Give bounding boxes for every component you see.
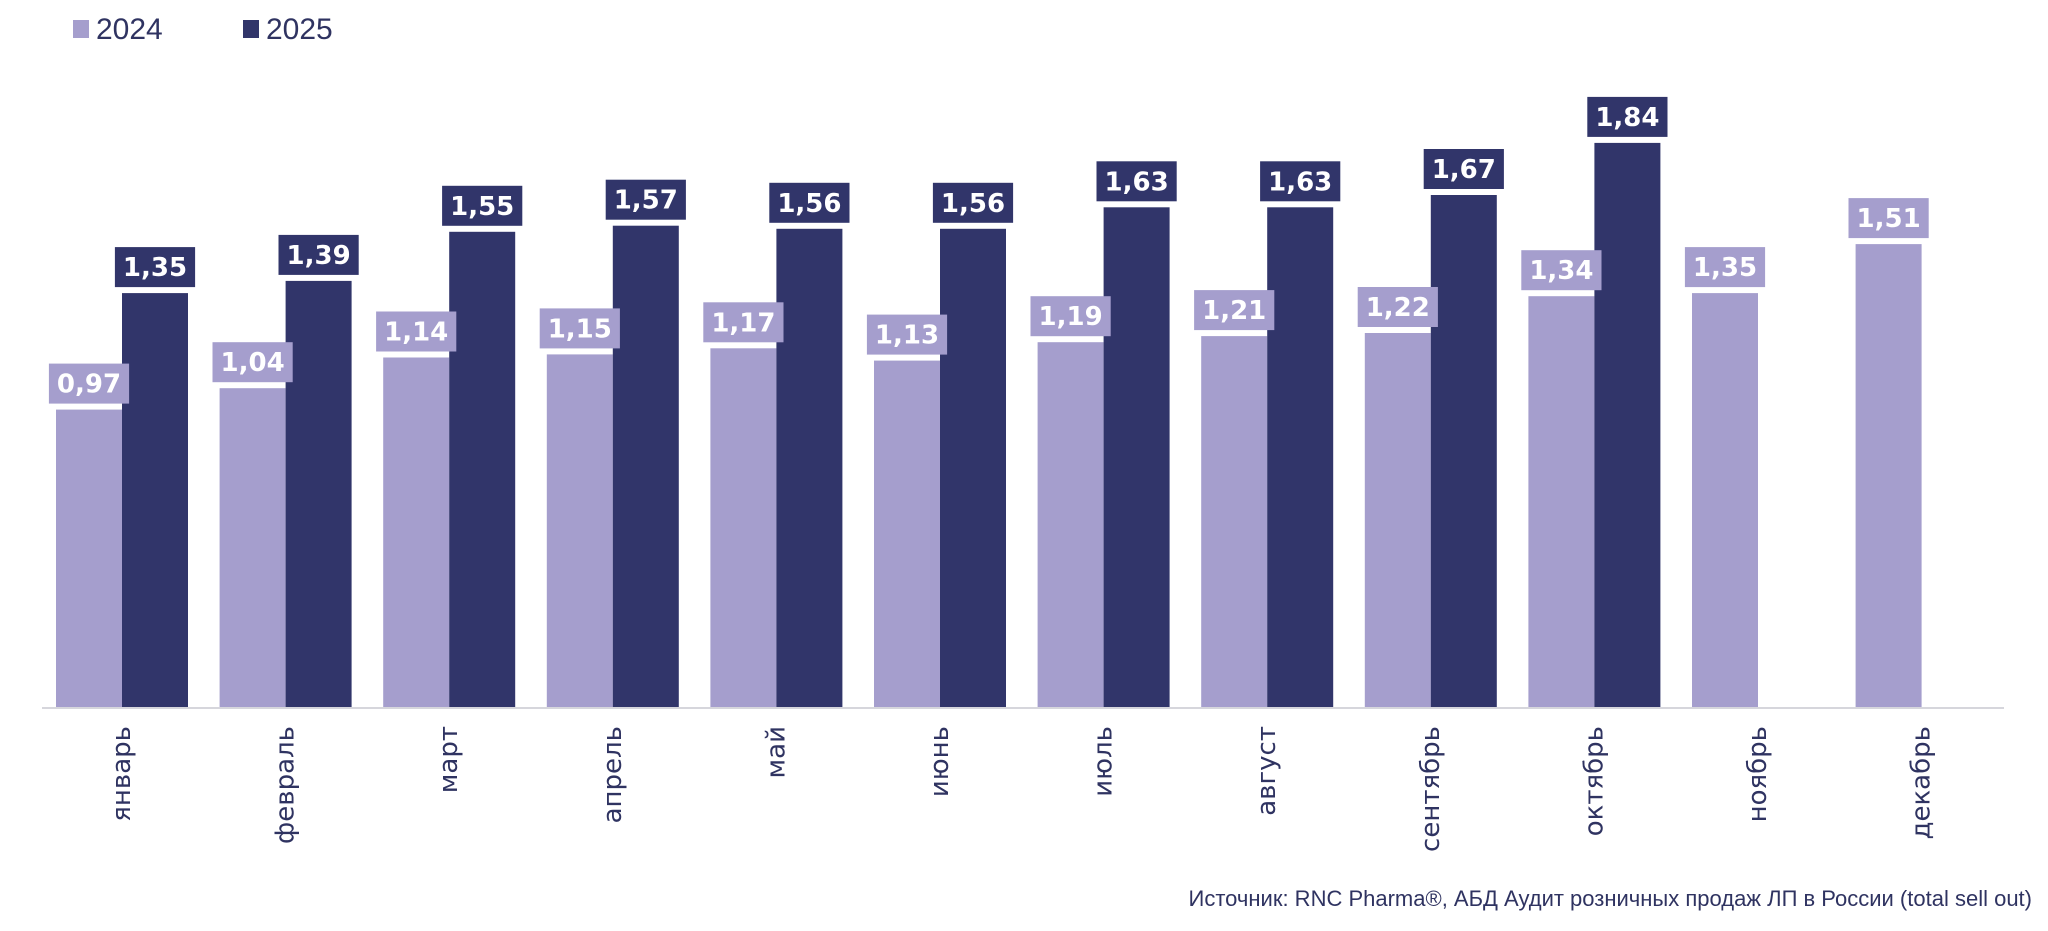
x-tick-label-апрель: апрель [598, 726, 628, 823]
value-label-2025-февраль: 1,39 [287, 241, 351, 271]
value-label-bg-2025-август [1260, 161, 1341, 202]
bar-2024-апрель [546, 354, 613, 707]
value-label-2025-апрель: 1,57 [614, 186, 678, 216]
value-label-bg-2025-март [442, 185, 523, 226]
value-label-bg-2025-апрель [605, 179, 686, 220]
value-label-bg-2024-март [376, 311, 457, 352]
value-label-bg-2024-октябрь [1521, 250, 1602, 291]
x-tick-label-октябрь: октябрь [1579, 726, 1609, 836]
source-note: Источник: RNC Pharma®, АБД Аудит розничн… [1189, 886, 2032, 911]
value-label-2024-март: 1,14 [384, 318, 448, 348]
bar-2025-октябрь [1594, 142, 1661, 707]
value-label-bg-2024-сентябрь [1357, 287, 1438, 327]
value-label-2025-июль: 1,63 [1105, 167, 1169, 197]
value-label-2024-июнь: 1,13 [875, 321, 939, 351]
bars-group [56, 142, 1922, 708]
value-label-bg-2025-июль [1096, 161, 1177, 202]
bar-2024-ноябрь [1692, 293, 1758, 707]
x-tick-label-май: май [761, 726, 791, 778]
bar-2024-январь [56, 409, 122, 707]
bar-2025-июль [1103, 207, 1170, 708]
value-label-2025-март: 1,55 [450, 192, 514, 222]
value-label-bg-2025-январь [114, 247, 196, 288]
legend-label-2024: 2024 [96, 13, 163, 46]
value-label-bg-2024-апрель [539, 308, 620, 349]
bar-2025-сентябрь [1430, 195, 1497, 707]
legend: 2024 2025 [73, 13, 333, 46]
bar-2024-май [710, 348, 777, 707]
value-label-2024-январь: 0,97 [57, 370, 121, 400]
value-label-bg-2024-июль [1030, 296, 1111, 337]
value-label-bg-2025-сентябрь [1423, 149, 1504, 189]
value-label-2024-май: 1,17 [711, 308, 775, 338]
bar-2025-август [1267, 207, 1334, 708]
value-label-2024-ноябрь: 1,35 [1693, 253, 1757, 283]
bar-2025-апрель [612, 225, 679, 707]
bar-2024-сентябрь [1364, 333, 1431, 707]
value-label-2024-октябрь: 1,34 [1529, 256, 1593, 286]
value-label-2024-апрель: 1,15 [548, 314, 612, 344]
x-tick-label-ноябрь: ноябрь [1743, 726, 1773, 822]
bar-2024-декабрь [1855, 244, 1922, 707]
bar-2025-январь [122, 293, 188, 707]
bar-2025-февраль [285, 280, 352, 707]
value-label-2025-май: 1,56 [777, 189, 841, 219]
x-tick-label-январь: январь [107, 726, 137, 822]
value-label-2025-август: 1,63 [1268, 167, 1332, 197]
value-label-2024-февраль: 1,04 [221, 348, 285, 378]
value-labels-group: 0,97 1,35 1,04 1,39 1,14 1,55 1,15 1,57 1,17 1,56… [48, 96, 1929, 404]
bar-2024-июль [1037, 342, 1104, 707]
value-label-bg-2024-февраль [212, 342, 293, 383]
legend-label-2025: 2025 [266, 13, 333, 46]
bar-2024-февраль [219, 388, 286, 707]
value-label-bg-2025-февраль [278, 234, 359, 275]
bar-2024-август [1201, 336, 1268, 707]
x-tick-label-август: август [1252, 726, 1282, 816]
value-label-bg-2025-июнь [932, 182, 1014, 223]
x-tick-label-июнь: июнь [925, 726, 955, 797]
value-label-bg-2024-июнь [866, 314, 948, 355]
legend-swatch-2025 [243, 20, 259, 38]
bar-2024-октябрь [1528, 296, 1595, 707]
value-label-bg-2024-декабрь [1848, 198, 1929, 239]
value-label-2025-октябрь: 1,84 [1595, 103, 1659, 133]
x-tick-label-декабрь: декабрь [1907, 726, 1937, 839]
x-tick-label-февраль: февраль [271, 726, 301, 844]
bar-2025-июнь [940, 228, 1006, 708]
bar-2025-март [449, 231, 516, 708]
bar-2024-июнь [874, 360, 940, 707]
legend-swatch-2024 [73, 20, 89, 38]
bar-2024-март [383, 357, 450, 707]
value-label-2025-сентябрь: 1,67 [1432, 155, 1496, 185]
value-label-2024-август: 1,21 [1202, 296, 1266, 326]
bar-2025-май [776, 228, 843, 708]
x-tick-label-март: март [434, 726, 464, 793]
x-tick-labels-group: январь февраль март апрель май июнь июль август… [107, 726, 1937, 852]
value-label-bg-2024-май [703, 302, 784, 343]
value-label-bg-2024-ноябрь [1684, 247, 1766, 288]
x-tick-label-сентябрь: сентябрь [1416, 726, 1446, 852]
value-label-2025-июнь: 1,56 [941, 189, 1005, 219]
value-label-2024-сентябрь: 1,22 [1366, 293, 1430, 323]
value-label-2025-январь: 1,35 [123, 253, 187, 283]
value-label-bg-2024-январь [48, 363, 130, 404]
value-label-2024-декабрь: 1,51 [1857, 204, 1921, 234]
value-label-bg-2024-август [1194, 290, 1275, 331]
value-label-2024-июль: 1,19 [1039, 302, 1103, 332]
x-tick-label-июль: июль [1089, 726, 1119, 797]
value-label-bg-2025-май [769, 182, 850, 223]
value-label-bg-2025-октябрь [1587, 96, 1668, 137]
